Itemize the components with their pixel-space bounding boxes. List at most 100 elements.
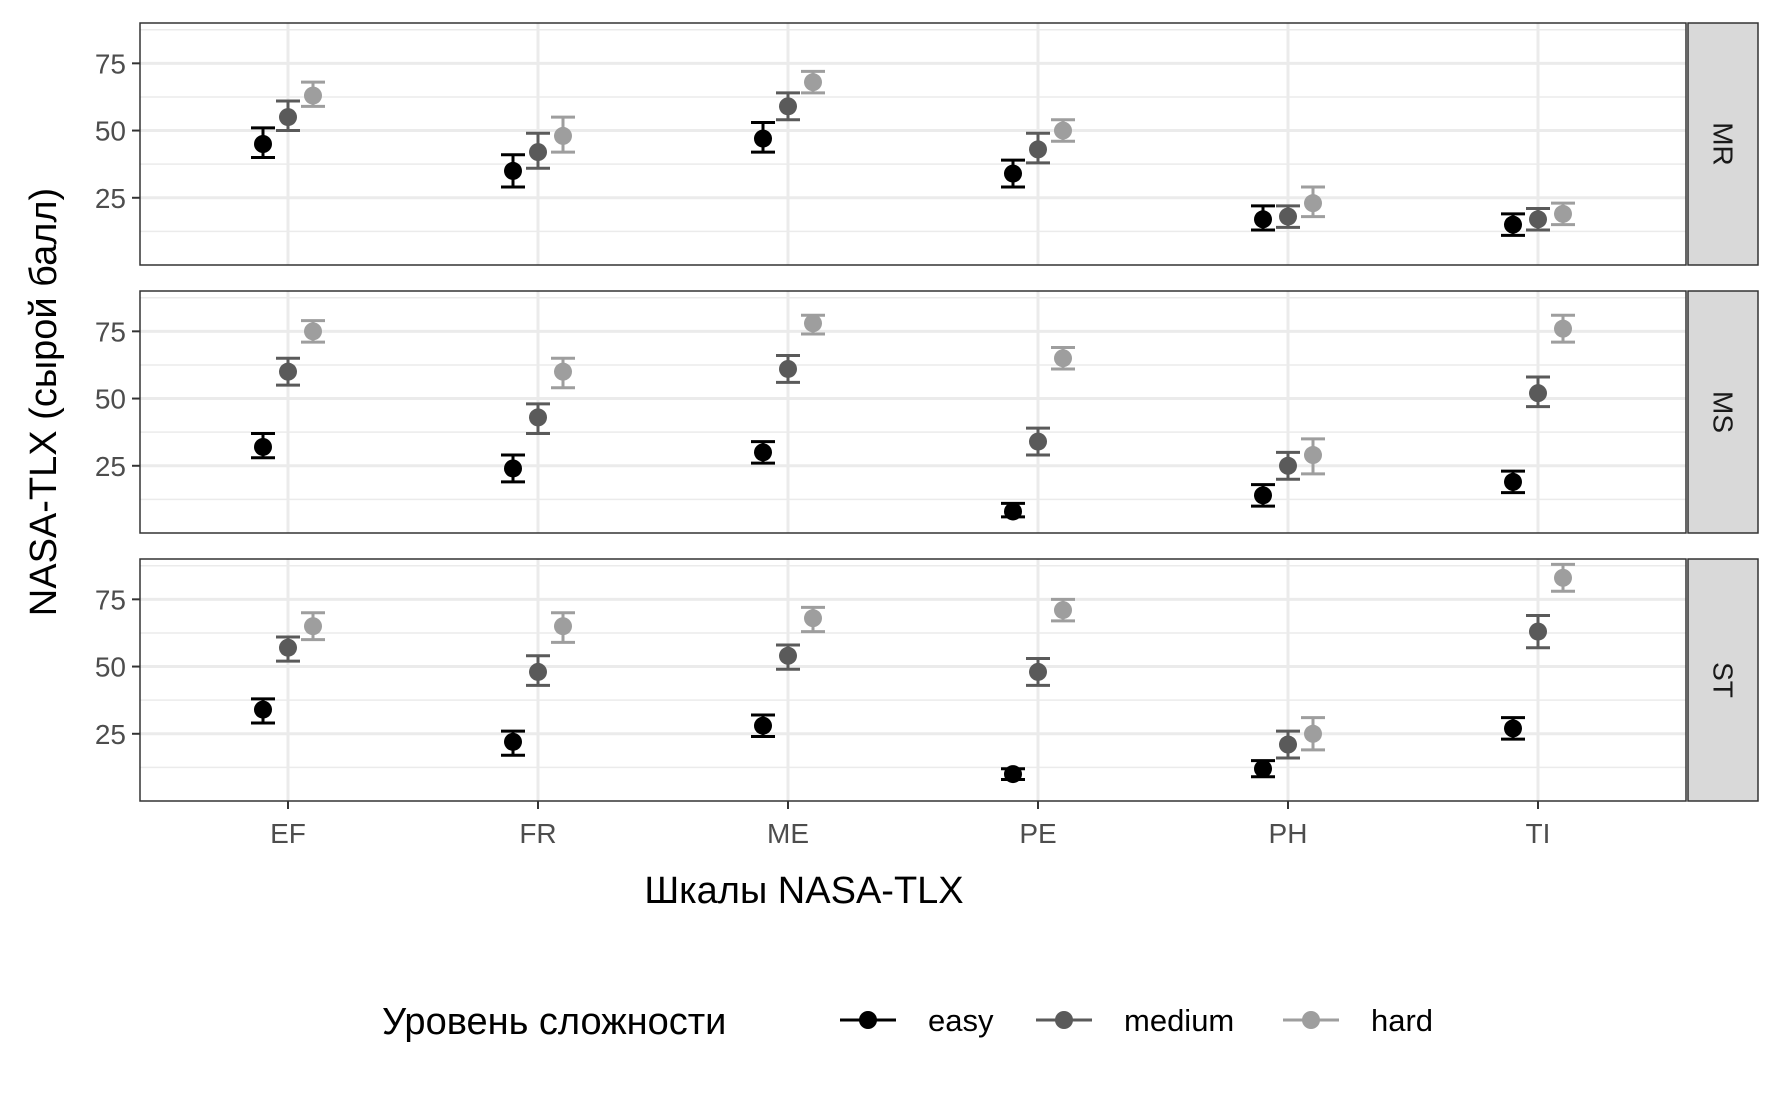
data-point bbox=[804, 314, 822, 333]
series-medium bbox=[276, 91, 1550, 232]
panels-layer: 25 50 75 MR 25 50 75 MS 25 50 75 ST bbox=[95, 22, 1759, 802]
data-point bbox=[554, 126, 572, 145]
data-point bbox=[779, 97, 797, 116]
panel-background bbox=[140, 23, 1686, 265]
legend-keys: easy medium hard bbox=[840, 1003, 1433, 1038]
data-point bbox=[1254, 759, 1272, 778]
legend-label: medium bbox=[1124, 1003, 1234, 1038]
panel-background bbox=[140, 559, 1686, 801]
data-point bbox=[779, 646, 797, 665]
data-point bbox=[1029, 662, 1047, 681]
legend-key-point bbox=[1055, 1011, 1073, 1029]
facet-strip-label: ST bbox=[1708, 662, 1739, 698]
data-point bbox=[1304, 446, 1322, 465]
facet-panel-st: 25 50 75 ST bbox=[95, 558, 1759, 802]
facet-strip bbox=[1687, 22, 1759, 266]
facet-strip bbox=[1687, 558, 1759, 802]
data-point bbox=[1054, 121, 1072, 140]
panel-border bbox=[139, 22, 1687, 266]
data-point bbox=[1004, 164, 1022, 183]
data-point bbox=[1279, 456, 1297, 475]
data-point bbox=[1304, 724, 1322, 743]
x-tick-label: ME bbox=[767, 818, 809, 849]
y-tick-label: 25 bbox=[95, 451, 126, 482]
legend: Уровень сложности easy medium hard bbox=[382, 1001, 1433, 1043]
data-point bbox=[279, 638, 297, 657]
data-point bbox=[754, 716, 772, 735]
data-point bbox=[304, 617, 322, 636]
data-point bbox=[254, 700, 272, 719]
data-point bbox=[504, 732, 522, 751]
data-point bbox=[254, 135, 272, 153]
facet-strip-label: MS bbox=[1708, 391, 1739, 433]
data-point bbox=[304, 322, 322, 341]
series-easy bbox=[251, 697, 1525, 784]
data-point bbox=[304, 86, 322, 105]
data-point bbox=[1529, 622, 1547, 641]
facet-panel-ms: 25 50 75 MS bbox=[95, 290, 1759, 534]
data-point bbox=[504, 459, 522, 478]
series-easy bbox=[251, 120, 1525, 237]
data-point bbox=[1004, 502, 1022, 521]
data-point bbox=[1554, 319, 1572, 338]
facet-strip bbox=[1687, 290, 1759, 534]
data-point bbox=[804, 609, 822, 628]
series-medium bbox=[276, 613, 1550, 760]
legend-label: hard bbox=[1371, 1003, 1433, 1038]
y-tick-label: 50 bbox=[95, 652, 126, 683]
x-tick-label: FR bbox=[519, 818, 556, 849]
data-point bbox=[529, 662, 547, 681]
facet-strip-label: MR bbox=[1708, 122, 1739, 166]
data-point bbox=[1029, 432, 1047, 451]
y-axis-title: NASA-TLX (сырой балл) bbox=[23, 188, 65, 616]
x-axis-title: Шкалы NASA-TLX bbox=[644, 870, 963, 912]
panel-background bbox=[140, 291, 1686, 533]
data-point bbox=[804, 73, 822, 92]
series-hard bbox=[301, 69, 1575, 227]
data-point bbox=[1529, 210, 1547, 229]
x-tick-label: PE bbox=[1019, 818, 1056, 849]
data-point bbox=[1504, 472, 1522, 491]
data-point bbox=[779, 359, 797, 378]
data-point bbox=[1054, 601, 1072, 620]
data-point bbox=[254, 437, 272, 456]
y-tick-label: 75 bbox=[95, 316, 126, 347]
data-point bbox=[1554, 568, 1572, 587]
data-point bbox=[754, 129, 772, 148]
data-point bbox=[1029, 140, 1047, 159]
data-point bbox=[279, 108, 297, 127]
data-point bbox=[1554, 204, 1572, 223]
facet-panel-mr: 25 50 75 MR bbox=[95, 22, 1759, 266]
series-hard bbox=[301, 313, 1575, 476]
panel-border bbox=[139, 290, 1687, 534]
y-tick-label: 75 bbox=[95, 48, 126, 79]
legend-title: Уровень сложности bbox=[382, 1001, 726, 1043]
legend-key-easy: easy bbox=[840, 1003, 994, 1038]
series-hard bbox=[301, 562, 1575, 752]
data-point bbox=[529, 143, 547, 162]
data-point bbox=[279, 362, 297, 381]
data-point bbox=[554, 362, 572, 381]
data-point bbox=[1504, 215, 1522, 234]
data-point bbox=[1279, 735, 1297, 754]
y-tick-label: 75 bbox=[95, 584, 126, 615]
x-tick-labels: EF FR ME PE PH TI bbox=[270, 801, 1550, 849]
series-easy bbox=[251, 432, 1525, 521]
x-tick-label: EF bbox=[270, 818, 306, 849]
x-tick-label: TI bbox=[1526, 818, 1551, 849]
data-point bbox=[754, 443, 772, 462]
data-point bbox=[554, 617, 572, 636]
data-point bbox=[529, 408, 547, 427]
y-tick-label: 25 bbox=[95, 183, 126, 214]
data-point bbox=[1279, 207, 1297, 226]
legend-key-point bbox=[859, 1011, 877, 1029]
y-tick-label: 50 bbox=[95, 384, 126, 415]
data-point bbox=[1054, 349, 1072, 368]
series-medium bbox=[276, 354, 1550, 481]
data-point bbox=[1254, 486, 1272, 505]
panel-border bbox=[139, 558, 1687, 802]
data-point bbox=[1529, 384, 1547, 403]
data-point bbox=[1254, 210, 1272, 229]
data-point bbox=[1004, 765, 1022, 784]
